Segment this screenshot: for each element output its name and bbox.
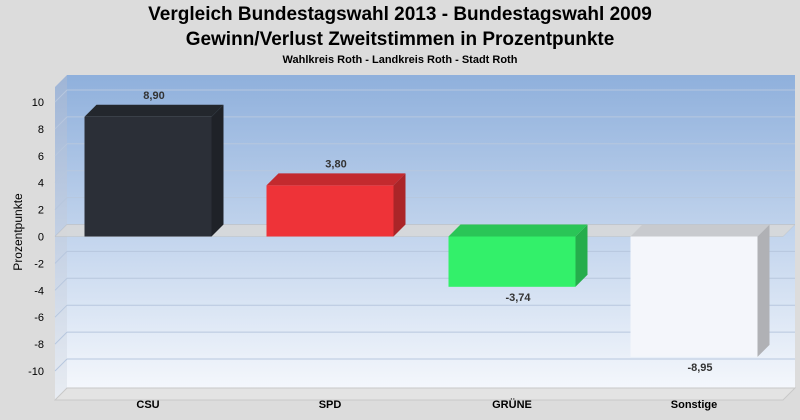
y-tick-label: 10 <box>32 97 44 109</box>
gridline-side <box>54 277 68 291</box>
value-label: 3,80 <box>325 158 346 170</box>
gridline-side <box>54 116 68 130</box>
bar-front <box>630 236 758 357</box>
value-label: 8,90 <box>143 90 164 102</box>
bar-csu <box>84 104 224 237</box>
x-tick-label: SPD <box>319 399 342 411</box>
chart-subsubtitle: Wahlkreis Roth - Landkreis Roth - Stadt … <box>282 54 518 66</box>
y-axis-title: Prozentpunkte <box>11 193 25 271</box>
bar-sonstige <box>630 224 770 357</box>
plot-floor <box>53 387 797 401</box>
y-tick-label: 6 <box>38 151 44 163</box>
bar-grüne <box>448 224 588 287</box>
gridline-side <box>54 143 68 157</box>
bar-top <box>266 173 406 186</box>
gridline-side <box>54 251 68 264</box>
bar-front <box>448 236 576 287</box>
chart-subtitle: Gewinn/Verlust Zweitstimmen in Prozentpu… <box>185 29 615 50</box>
y-tick-label: -8 <box>34 339 44 351</box>
plot-side-wall <box>55 75 67 400</box>
bar-spd <box>266 173 406 237</box>
y-tick-label: -10 <box>28 366 44 378</box>
y-tick-label: 2 <box>38 205 44 217</box>
gridline-side <box>54 170 68 184</box>
value-label: -8,95 <box>687 362 712 374</box>
bar-front <box>84 116 212 237</box>
y-tick-label: -6 <box>34 312 44 324</box>
x-tick-label: GRÜNE <box>492 398 532 411</box>
y-tick-label: 4 <box>38 178 44 190</box>
bar-top <box>630 224 770 237</box>
bar-side <box>393 173 406 237</box>
bar-side <box>757 224 770 357</box>
gridline-side <box>54 304 68 318</box>
gridline-side <box>54 331 68 345</box>
x-tick-label: CSU <box>136 399 159 411</box>
y-tick-label: -4 <box>34 285 44 297</box>
bar-side <box>575 224 588 287</box>
gridline-side <box>54 89 68 103</box>
y-tick-label: -2 <box>34 258 44 270</box>
bar-front <box>266 185 394 237</box>
chart-title: Vergleich Bundestagswahl 2013 - Bundesta… <box>148 4 652 25</box>
gridline-side <box>54 358 68 372</box>
bar-side <box>211 104 224 237</box>
gridline-side <box>54 197 68 210</box>
bar-top <box>84 104 224 117</box>
y-tick-label: 0 <box>38 232 44 244</box>
bar-top <box>448 224 588 237</box>
value-label: -3,74 <box>505 292 531 304</box>
x-tick-label: Sonstige <box>671 399 717 411</box>
y-tick-label: 8 <box>38 124 44 136</box>
